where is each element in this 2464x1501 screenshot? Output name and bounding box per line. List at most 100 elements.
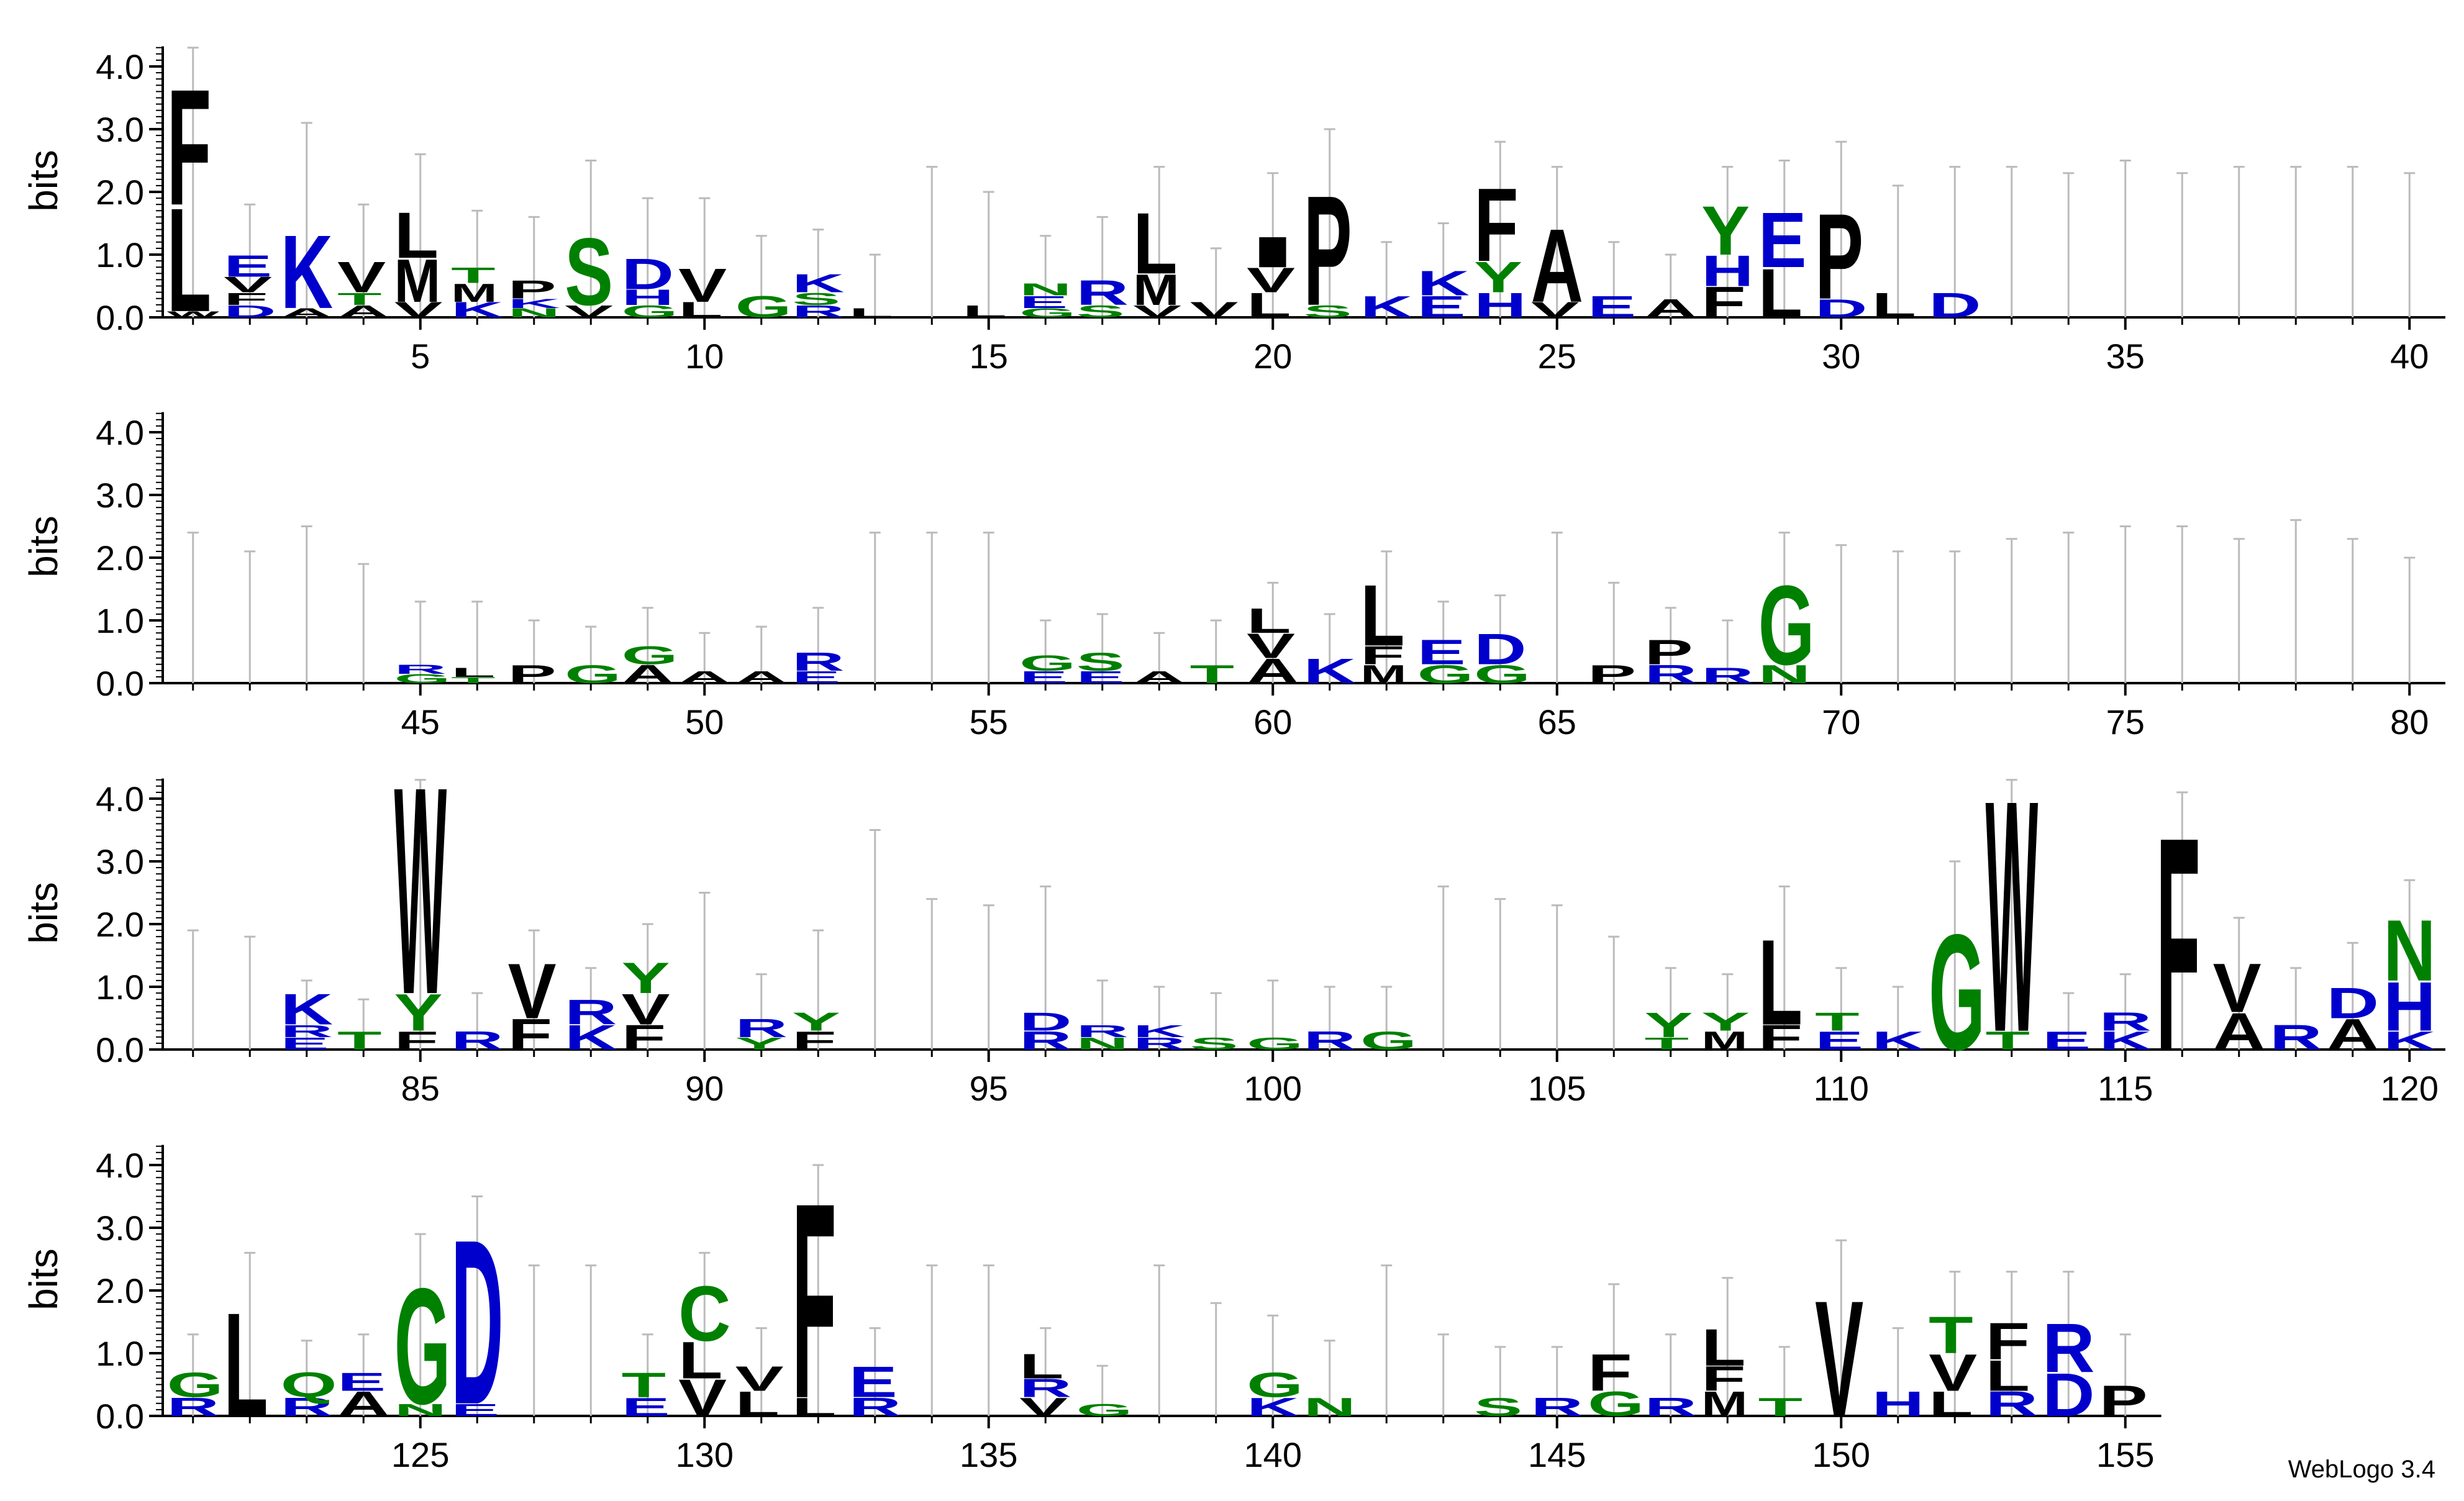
logo-letter: R (735, 1013, 788, 1042)
x-tick-label: 10 (685, 337, 724, 376)
logo-letter: E (1815, 1026, 1863, 1055)
logo-letter: G (394, 1254, 451, 1439)
logo-letter: E (792, 668, 840, 687)
logo-letter: L (1133, 195, 1177, 292)
y-tick-label: 2.0 (96, 173, 144, 212)
logo-letter: M (1133, 266, 1180, 314)
logo-letter: K (1417, 264, 1470, 302)
logo-letter: G (1247, 1034, 1303, 1053)
logo-letter: D (2327, 979, 2379, 1028)
x-tick-label: 60 (1253, 702, 1292, 741)
logo-letter: W (167, 309, 220, 319)
logo-letter: K (281, 986, 333, 1034)
logo-letter: L (678, 298, 722, 322)
logo-letter: F (394, 1026, 439, 1055)
logo-letter: F (792, 1026, 836, 1055)
x-tick-label: 135 (960, 1435, 1017, 1474)
logo-letter: G (1247, 1366, 1303, 1405)
logo-letter: L (1247, 286, 1291, 325)
logo-letter: P (1588, 660, 1636, 689)
y-axis-label: bits (21, 150, 66, 212)
logo-letter: F (508, 1010, 552, 1059)
logo-letter: V (1815, 1266, 1863, 1451)
y-tick-label: 0.0 (96, 1397, 144, 1436)
x-tick-label: 105 (1528, 1069, 1586, 1108)
logo-letter: T (1190, 660, 1234, 689)
logo-letter: P (1645, 633, 1693, 672)
logo-letter: K (508, 296, 560, 311)
logo-letter: T (451, 675, 495, 685)
logo-letter: M (394, 247, 441, 315)
y-tick-label: 1.0 (96, 601, 144, 640)
x-tick-label: 50 (685, 702, 724, 741)
logo-letter: L (1701, 1318, 1745, 1377)
logo-letter: R (2042, 1309, 2094, 1387)
logo-letter: R (1076, 1022, 1129, 1041)
logo-letter: L (849, 306, 893, 320)
logo-letter: R (281, 1022, 333, 1041)
logo-letter: F (792, 1145, 836, 1456)
logo-letter: H (1701, 247, 1753, 296)
logo-letter: D (1474, 625, 1526, 674)
logo-letter: S (1304, 302, 1352, 321)
logo-letter: F (167, 55, 211, 240)
x-tick-label: 80 (2390, 702, 2429, 741)
logo-letter: S (1474, 1392, 1522, 1422)
logo-letter: P (1304, 163, 1352, 338)
y-tick-label: 0.0 (96, 664, 144, 703)
logo-letter: L (792, 1392, 836, 1422)
logo-letter: P (1815, 189, 1863, 325)
logo-letter: V (735, 1359, 784, 1398)
logo-letter: S (1076, 646, 1125, 676)
logo-letter: R (1076, 274, 1129, 312)
logo-letter: G (1588, 1385, 1644, 1423)
logo-letter: F (1758, 1018, 1803, 1057)
x-tick-label: 55 (970, 702, 1008, 741)
logo-letter: G (735, 290, 792, 324)
logo-letter: G (1360, 1026, 1417, 1055)
x-tick-label: 85 (401, 1069, 440, 1108)
x-tick-label: 130 (676, 1435, 734, 1474)
logo-letter: I (1247, 228, 1299, 276)
logo-letter: E (1417, 633, 1466, 672)
x-tick-label: 25 (1538, 337, 1576, 376)
x-tick-label: 150 (1812, 1435, 1870, 1474)
x-tick-label: 155 (2096, 1435, 2154, 1474)
logo-letter: V (394, 298, 443, 322)
logo-letter: E (2042, 1026, 2091, 1055)
logo-letter: S (1076, 302, 1125, 321)
logo-letter: E (337, 1367, 386, 1396)
logo-letter: V (224, 273, 272, 297)
logo-letter: D (1019, 1007, 1071, 1036)
logo-letter: L (1986, 1352, 2030, 1400)
logo-letter: H (2383, 968, 2435, 1046)
y-tick-label: 0.0 (96, 1030, 144, 1069)
logo-letter: Q (281, 1366, 337, 1405)
logo-letter: L (451, 665, 495, 680)
logo-letter: T (337, 289, 382, 309)
x-tick-label: 30 (1822, 337, 1860, 376)
logo-letter: F (1986, 1312, 2030, 1371)
logo-letter: K (1133, 1022, 1185, 1041)
logo-letter: M (1360, 660, 1407, 689)
logo-letter: G (1076, 1400, 1133, 1420)
logo-letter: F (1588, 1344, 1632, 1402)
logo-letter: T (1986, 1026, 2030, 1055)
logo-letter: E (1076, 668, 1125, 687)
logo-letter: L (1019, 1347, 1063, 1385)
y-tick-label: 4.0 (96, 1146, 144, 1185)
logo-letter: Y (394, 984, 443, 1042)
logo-letter: S (1190, 1034, 1239, 1053)
logo-letter: F (1701, 278, 1745, 327)
x-tick-label: 45 (401, 702, 440, 741)
logo-letter: P (2099, 1377, 2148, 1425)
logo-letter: L (167, 177, 211, 343)
logo-letter: F (1474, 166, 1518, 283)
logo-letter: T (1929, 1306, 1973, 1364)
logo-letter: F (1701, 1359, 1745, 1398)
logo-letter: T (337, 1026, 381, 1055)
y-tick-label: 3.0 (96, 842, 144, 881)
x-tick-label: 90 (685, 1069, 724, 1108)
logo-letter: M (1701, 1384, 1748, 1423)
y-tick-label: 0.0 (96, 298, 144, 337)
